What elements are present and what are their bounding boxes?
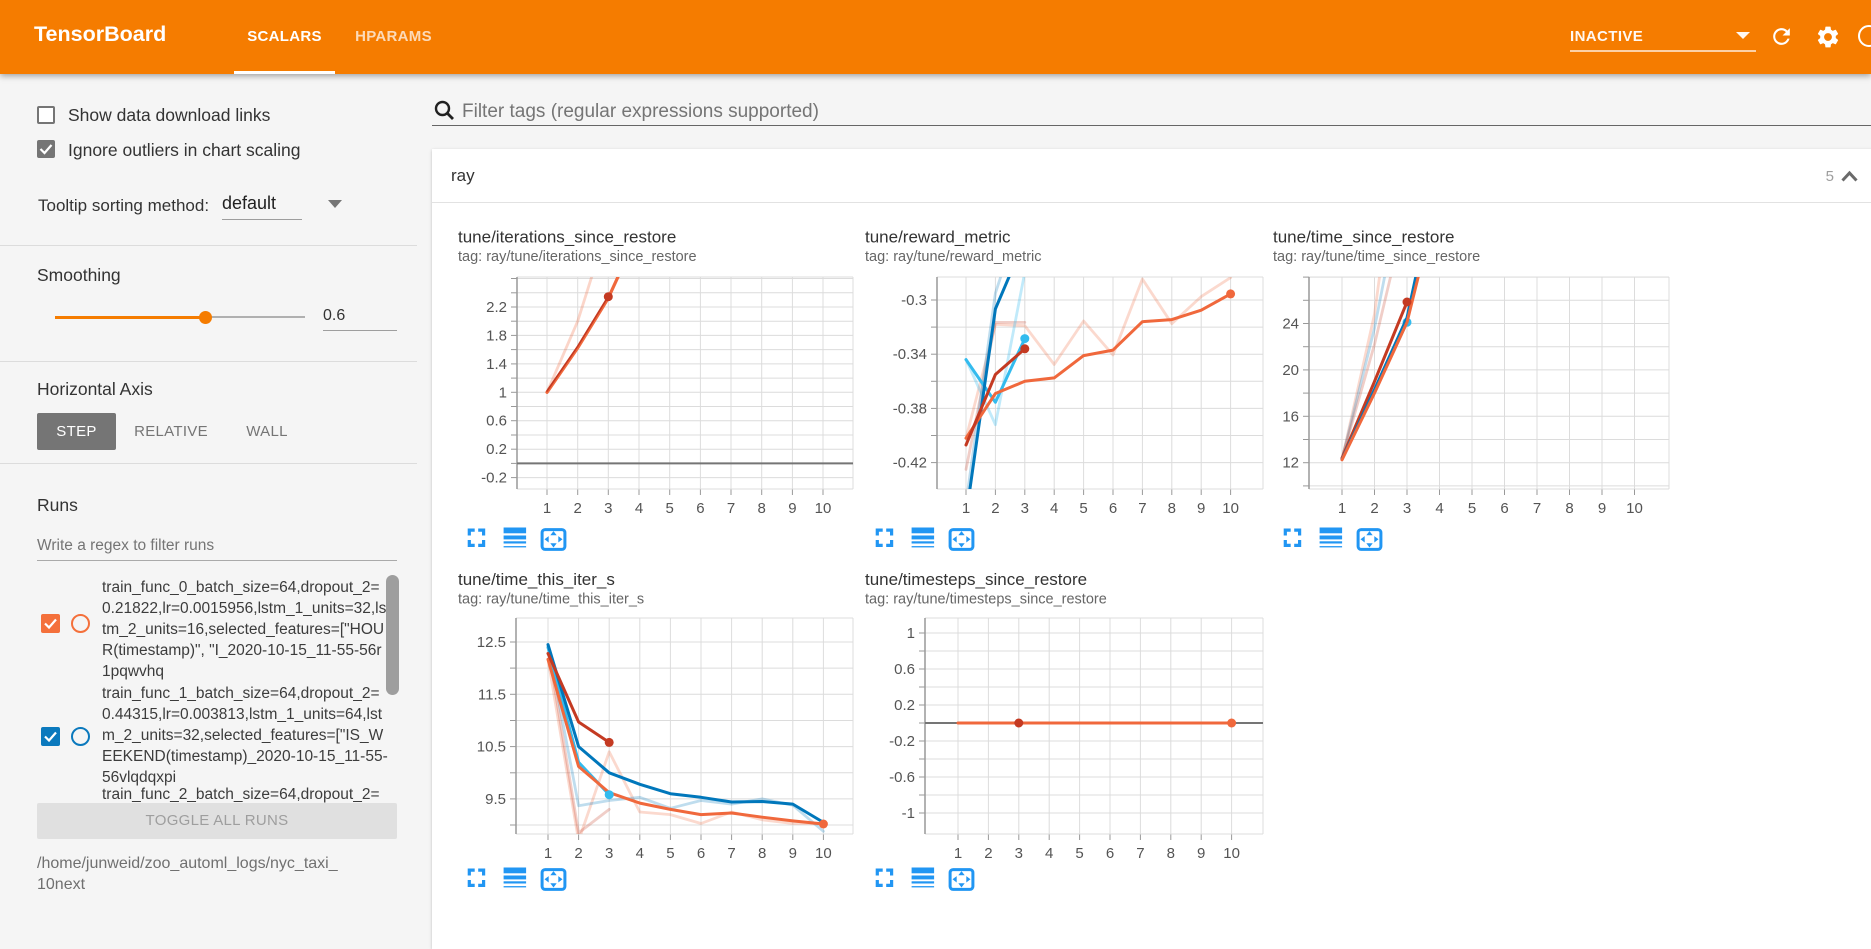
svg-text:2: 2 (984, 845, 992, 862)
svg-text:5: 5 (666, 500, 674, 517)
svg-text:7: 7 (727, 845, 735, 862)
svg-text:2: 2 (574, 500, 582, 517)
svg-text:-0.2: -0.2 (481, 470, 507, 487)
svg-text:9: 9 (1598, 500, 1606, 517)
svg-text:10: 10 (1222, 500, 1239, 517)
svg-text:4: 4 (1435, 500, 1443, 517)
svg-text:3: 3 (604, 500, 612, 517)
svg-text:1.4: 1.4 (486, 356, 507, 373)
svg-text:5: 5 (666, 845, 674, 862)
svg-text:tune/timesteps_since_restore: tune/timesteps_since_restore (865, 570, 1087, 589)
svg-text:4: 4 (635, 500, 643, 517)
svg-text:3: 3 (605, 845, 613, 862)
svg-text:8: 8 (1565, 500, 1573, 517)
svg-text:20: 20 (1282, 362, 1299, 379)
svg-text:tag: ray/tune/iterations_since: tag: ray/tune/iterations_since_restore (458, 249, 697, 265)
svg-text:10.5: 10.5 (477, 739, 506, 756)
svg-text:tag: ray/tune/reward_metric: tag: ray/tune/reward_metric (865, 249, 1042, 265)
svg-text:4: 4 (1045, 845, 1053, 862)
svg-text:6: 6 (1109, 500, 1117, 517)
svg-text:2: 2 (1370, 500, 1378, 517)
svg-text:8: 8 (758, 500, 766, 517)
svg-text:6: 6 (697, 845, 705, 862)
svg-text:2: 2 (574, 845, 582, 862)
svg-text:9: 9 (1197, 500, 1205, 517)
svg-text:4: 4 (636, 845, 644, 862)
svg-text:12.5: 12.5 (477, 634, 506, 651)
svg-text:16: 16 (1282, 408, 1299, 425)
svg-text:tag: ray/tune/time_this_iter_s: tag: ray/tune/time_this_iter_s (458, 592, 644, 608)
svg-text:-0.6: -0.6 (889, 769, 915, 786)
svg-text:-0.42: -0.42 (893, 455, 927, 472)
svg-text:6: 6 (1500, 500, 1508, 517)
svg-text:10: 10 (815, 500, 832, 517)
svg-text:tag: ray/tune/timesteps_since_: tag: ray/tune/timesteps_since_restore (865, 592, 1107, 608)
svg-text:7: 7 (727, 500, 735, 517)
svg-text:5: 5 (1468, 500, 1476, 517)
svg-text:9: 9 (788, 500, 796, 517)
svg-text:1: 1 (544, 845, 552, 862)
svg-text:1.8: 1.8 (486, 327, 507, 344)
svg-text:1: 1 (543, 500, 551, 517)
svg-text:5: 5 (1075, 845, 1083, 862)
svg-text:2: 2 (991, 500, 999, 517)
svg-text:-0.38: -0.38 (893, 400, 927, 417)
svg-text:-1: -1 (902, 805, 915, 822)
svg-text:7: 7 (1533, 500, 1541, 517)
svg-text:8: 8 (1167, 845, 1175, 862)
svg-text:1: 1 (499, 384, 507, 401)
svg-text:8: 8 (758, 845, 766, 862)
svg-text:0.6: 0.6 (894, 661, 915, 678)
svg-text:4: 4 (1050, 500, 1058, 517)
svg-text:8: 8 (1168, 500, 1176, 517)
svg-text:6: 6 (696, 500, 704, 517)
svg-text:24: 24 (1282, 316, 1299, 333)
svg-text:0.2: 0.2 (894, 697, 915, 714)
svg-text:2.2: 2.2 (486, 299, 507, 316)
svg-text:9: 9 (789, 845, 797, 862)
svg-text:3: 3 (1403, 500, 1411, 517)
svg-text:tune/reward_metric: tune/reward_metric (865, 228, 1011, 247)
svg-text:10: 10 (1223, 845, 1240, 862)
svg-text:1: 1 (962, 500, 970, 517)
svg-text:1: 1 (1338, 500, 1346, 517)
svg-text:3: 3 (1015, 845, 1023, 862)
svg-text:tune/iterations_since_restore: tune/iterations_since_restore (458, 228, 676, 247)
svg-text:9.5: 9.5 (485, 791, 506, 808)
svg-text:10: 10 (815, 845, 832, 862)
svg-text:-0.34: -0.34 (893, 346, 927, 363)
svg-text:tune/time_since_restore: tune/time_since_restore (1273, 228, 1454, 247)
svg-text:tune/time_this_iter_s: tune/time_this_iter_s (458, 570, 615, 589)
svg-text:7: 7 (1138, 500, 1146, 517)
svg-text:1: 1 (954, 845, 962, 862)
svg-text:10: 10 (1626, 500, 1643, 517)
svg-text:3: 3 (1021, 500, 1029, 517)
svg-text:6: 6 (1106, 845, 1114, 862)
svg-text:0.6: 0.6 (486, 413, 507, 430)
svg-text:-0.2: -0.2 (889, 733, 915, 750)
svg-text:0.2: 0.2 (486, 441, 507, 458)
svg-text:5: 5 (1079, 500, 1087, 517)
svg-text:12: 12 (1282, 455, 1299, 472)
svg-text:1: 1 (907, 625, 915, 642)
svg-text:9: 9 (1197, 845, 1205, 862)
svg-text:tag: ray/tune/time_since_resto: tag: ray/tune/time_since_restore (1273, 249, 1480, 265)
svg-text:7: 7 (1136, 845, 1144, 862)
svg-text:-0.3: -0.3 (901, 292, 927, 309)
svg-text:11.5: 11.5 (478, 686, 506, 703)
